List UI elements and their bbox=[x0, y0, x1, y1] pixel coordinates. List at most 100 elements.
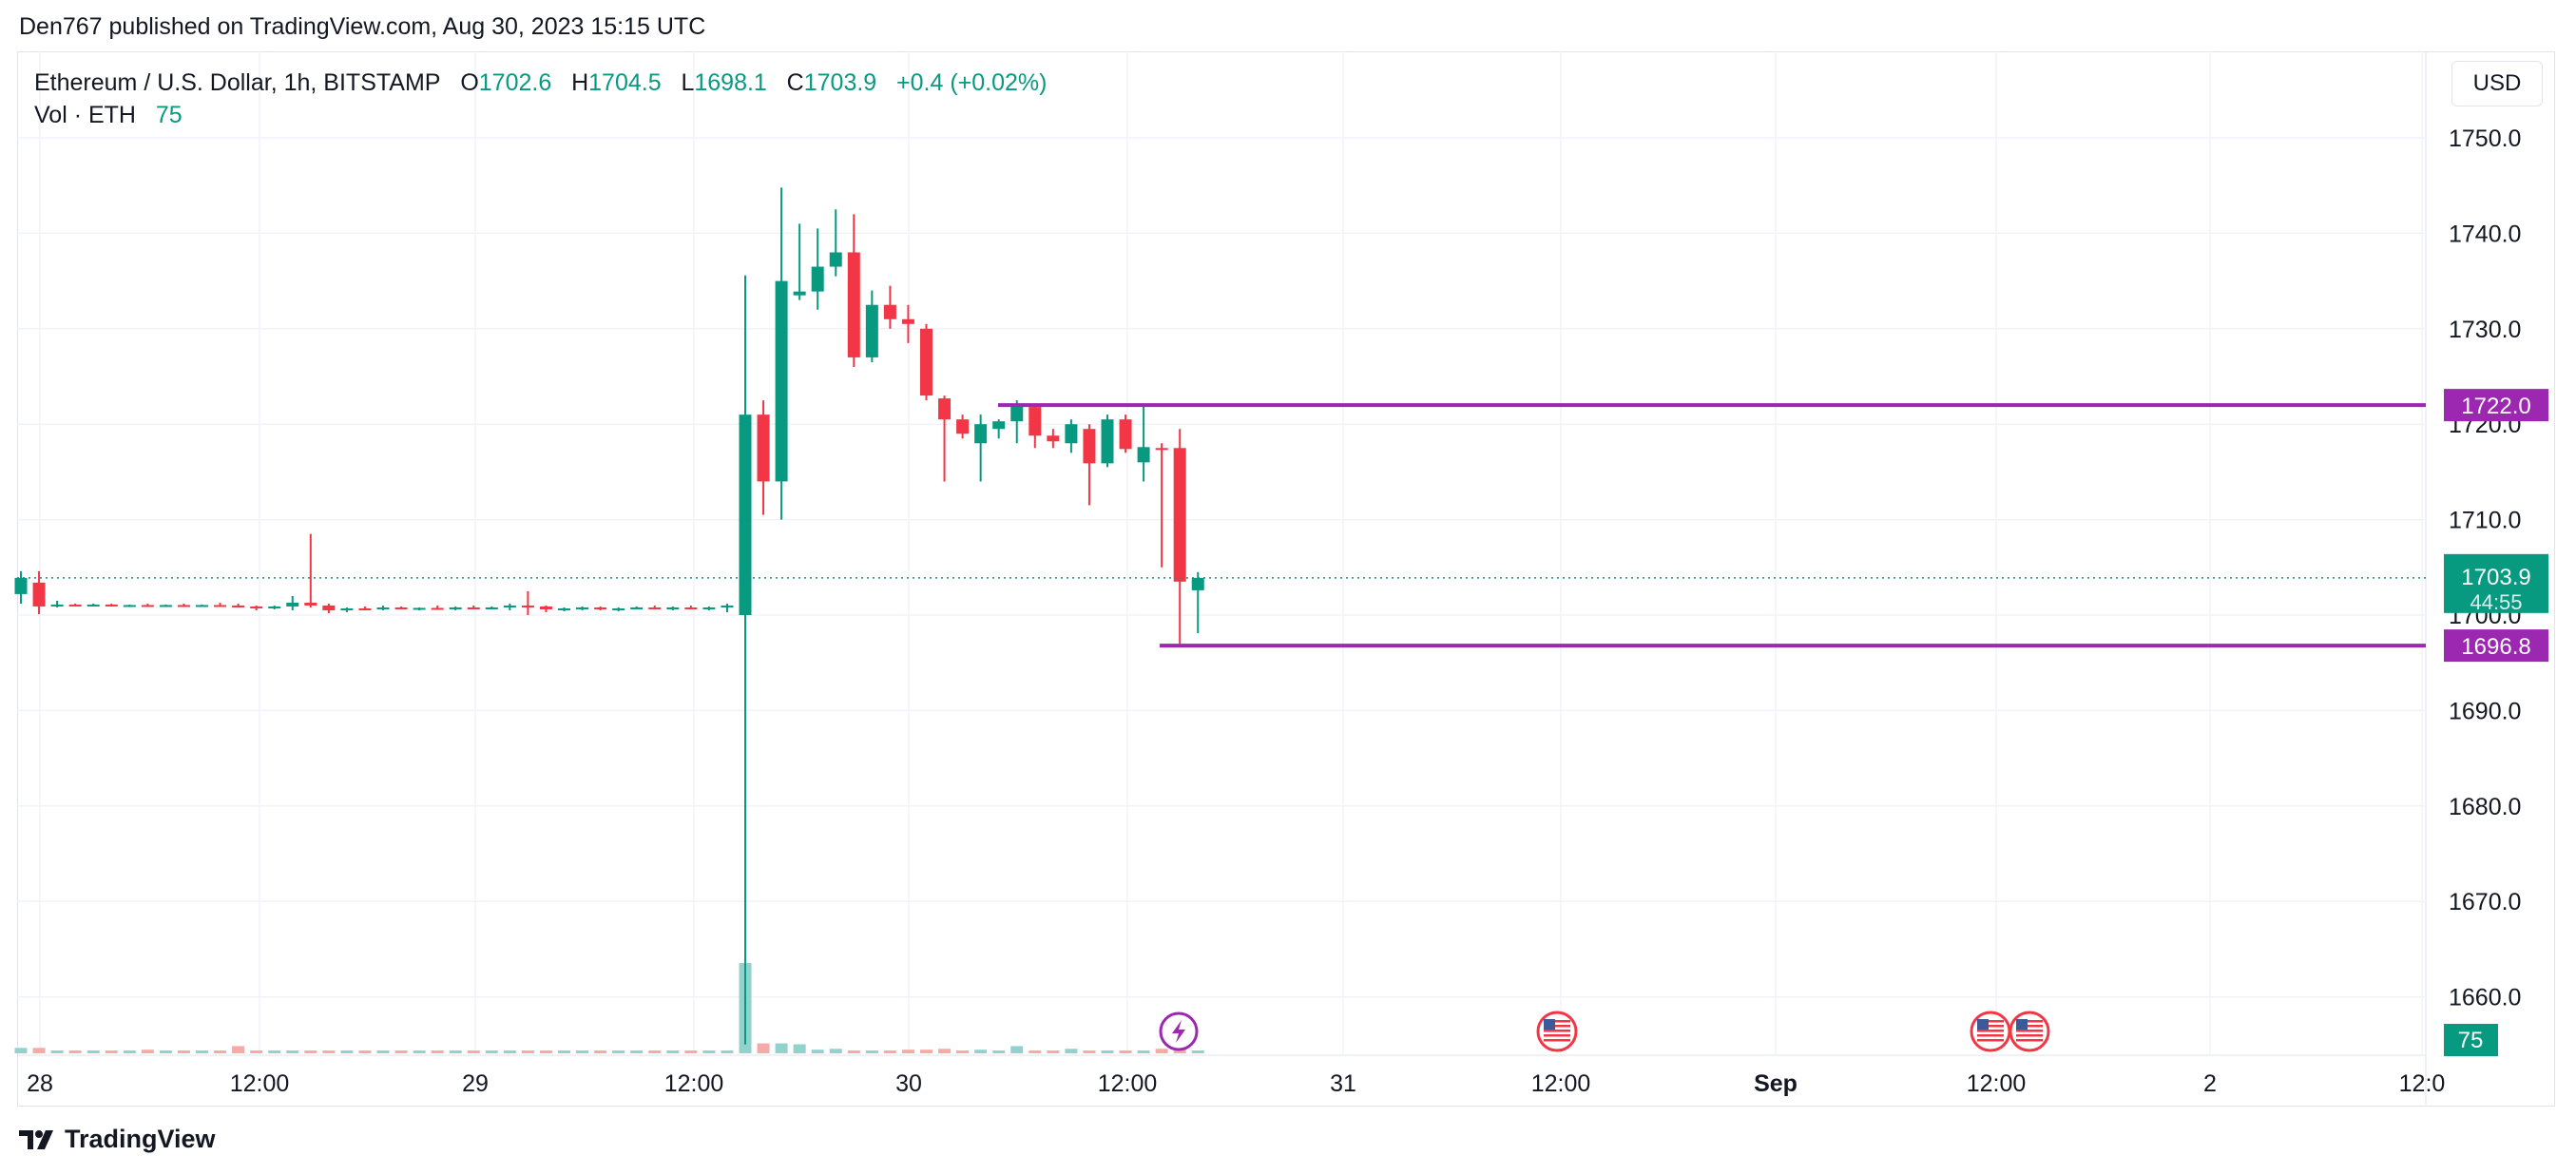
y-tick-label: 1680.0 bbox=[2449, 794, 2521, 820]
volume-badge-label: 75 bbox=[2458, 1028, 2484, 1053]
volume-bar bbox=[214, 1050, 227, 1053]
candle bbox=[721, 603, 734, 612]
y-tick-label: 1750.0 bbox=[2449, 125, 2521, 152]
symbol-title[interactable]: Ethereum / U.S. Dollar, 1h, BITSTAMP bbox=[34, 69, 441, 96]
close-value: 1703.9 bbox=[803, 69, 877, 96]
candle-body bbox=[539, 606, 552, 609]
volume-bar bbox=[431, 1050, 444, 1053]
candle-body bbox=[250, 606, 263, 608]
candle bbox=[32, 570, 46, 614]
us-flag-canton bbox=[1977, 1019, 1989, 1030]
last-price-badge bbox=[2444, 553, 2548, 613]
candle bbox=[992, 419, 1006, 439]
volume-bar bbox=[358, 1050, 372, 1053]
candle bbox=[87, 603, 100, 607]
volume-bar bbox=[50, 1050, 64, 1053]
volume-bar bbox=[938, 1049, 952, 1053]
candle-body bbox=[431, 607, 444, 610]
us-flag-stripe bbox=[2016, 1034, 2043, 1037]
candle-body bbox=[920, 328, 932, 396]
candle-body bbox=[666, 607, 680, 609]
tradingview-logo[interactable]: TradingView bbox=[19, 1125, 216, 1154]
level-badge-label: 1696.8 bbox=[2461, 634, 2530, 660]
x-tick-label: 12:00 bbox=[230, 1070, 290, 1097]
volume-badge bbox=[2444, 1024, 2498, 1056]
volume-bar bbox=[956, 1050, 970, 1053]
open-value: 1702.6 bbox=[478, 69, 552, 96]
candle-body bbox=[684, 607, 698, 609]
volume-bar bbox=[250, 1050, 263, 1053]
candle-body bbox=[1083, 429, 1096, 464]
candle-body bbox=[576, 607, 589, 609]
candle-body bbox=[558, 607, 570, 610]
volume-bars bbox=[14, 963, 1204, 1053]
candle bbox=[50, 600, 64, 607]
volume-bar bbox=[558, 1050, 570, 1053]
horizontal-levels bbox=[17, 403, 2426, 648]
volume-bar bbox=[1083, 1050, 1096, 1053]
candle-body bbox=[50, 604, 64, 607]
candle-body bbox=[394, 607, 408, 609]
candle bbox=[358, 606, 372, 610]
candle-body bbox=[739, 414, 752, 615]
candle-body bbox=[413, 607, 426, 610]
volume-label[interactable]: Vol · ETH bbox=[34, 102, 136, 128]
candle bbox=[431, 605, 444, 610]
candle-body bbox=[757, 414, 770, 482]
candle bbox=[612, 607, 625, 611]
volume-bar bbox=[286, 1050, 299, 1053]
volume-bar bbox=[449, 1050, 462, 1053]
volume-bar bbox=[105, 1050, 118, 1053]
candle bbox=[974, 414, 988, 482]
candle-body bbox=[177, 605, 190, 607]
us-flag-stripe bbox=[1977, 1025, 2004, 1028]
volume-bar bbox=[920, 1050, 932, 1053]
candle-body bbox=[14, 577, 28, 594]
candle bbox=[1065, 419, 1078, 453]
candle bbox=[105, 603, 118, 607]
volume-bar bbox=[123, 1050, 136, 1053]
candle-body bbox=[865, 304, 878, 357]
low-label: L bbox=[681, 69, 695, 96]
candle-body bbox=[503, 605, 516, 607]
volume-bar bbox=[901, 1050, 914, 1053]
candle bbox=[847, 214, 860, 367]
open-label: O bbox=[460, 69, 479, 96]
level-badge bbox=[2444, 629, 2548, 663]
candle-body bbox=[992, 421, 1006, 430]
candle bbox=[811, 228, 824, 310]
candle-body bbox=[1137, 447, 1150, 463]
candle bbox=[684, 605, 698, 609]
volume-bar bbox=[684, 1050, 698, 1053]
us-flag-canton bbox=[2016, 1019, 2028, 1030]
candle bbox=[865, 290, 878, 362]
volume-bar bbox=[648, 1050, 662, 1053]
candle bbox=[123, 604, 136, 607]
y-tick-label: 1660.0 bbox=[2449, 985, 2521, 1011]
volume-bar bbox=[539, 1050, 552, 1053]
candle-body bbox=[68, 604, 82, 607]
volume-bar bbox=[594, 1050, 607, 1053]
countdown-label: 44:55 bbox=[2470, 590, 2522, 614]
candles bbox=[14, 187, 1204, 1045]
volume-bar bbox=[1155, 1049, 1168, 1053]
candle bbox=[594, 606, 607, 610]
candle bbox=[901, 304, 914, 343]
candle-body bbox=[1155, 448, 1168, 451]
level-badge-label: 1722.0 bbox=[2461, 394, 2530, 419]
candle bbox=[702, 606, 716, 610]
volume-bar bbox=[1010, 1046, 1024, 1053]
candle bbox=[1047, 429, 1060, 449]
candle-body bbox=[1010, 405, 1024, 422]
x-tick-label: 2 bbox=[2203, 1070, 2217, 1097]
candle bbox=[1101, 414, 1114, 468]
currency-button[interactable]: USD bbox=[2451, 61, 2543, 106]
candle-body bbox=[1065, 424, 1078, 444]
us-flag-stripe bbox=[2016, 1030, 2043, 1032]
us-flag-stripe bbox=[1977, 1030, 2004, 1032]
event-markers bbox=[1159, 1011, 2050, 1052]
candle bbox=[1155, 443, 1168, 568]
y-tick-label: 1740.0 bbox=[2449, 221, 2521, 247]
legend-header: Ethereum / U.S. Dollar, 1h, BITSTAMP O17… bbox=[34, 67, 1047, 131]
